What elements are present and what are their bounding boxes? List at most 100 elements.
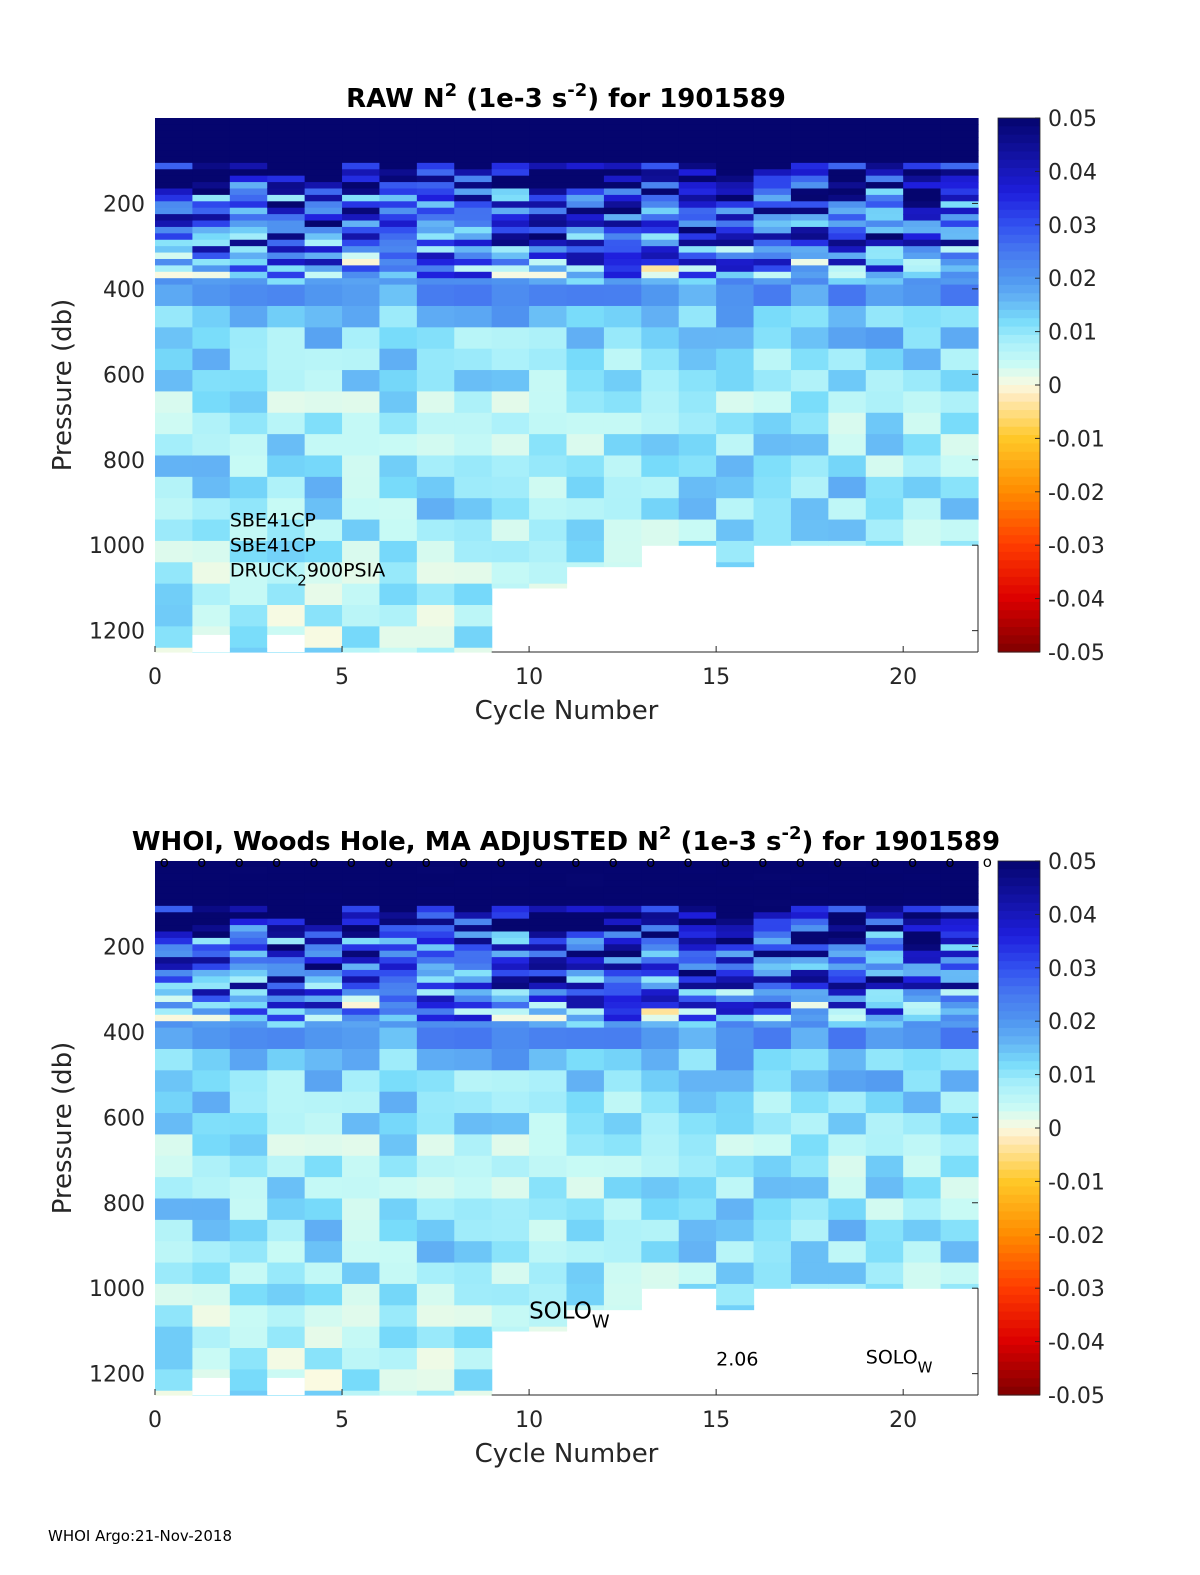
heatmap-cell <box>379 162 418 170</box>
heatmap-cell <box>155 156 194 164</box>
heatmap-cell <box>940 918 979 926</box>
heatmap-cell <box>416 1305 455 1328</box>
colorbar-swatch <box>998 184 1040 194</box>
heatmap-cell <box>566 519 605 542</box>
colorbar-swatch <box>998 1111 1040 1121</box>
heatmap-cell <box>454 1001 493 1009</box>
heatmap-cell <box>379 246 418 254</box>
heatmap-cell <box>603 925 642 933</box>
heatmap-cell <box>192 278 231 286</box>
heatmap-cell <box>603 188 642 196</box>
heatmap-cell <box>267 905 306 913</box>
heatmap-cell <box>454 605 493 627</box>
colorbar-swatch <box>998 293 1040 303</box>
heatmap-cell <box>641 118 680 126</box>
heatmap-cell <box>828 434 867 457</box>
heatmap-cell <box>940 950 979 958</box>
heatmap-cell <box>155 562 194 585</box>
heatmap-cell <box>603 1262 642 1285</box>
heatmap-cell <box>491 899 530 907</box>
heatmap-cell <box>229 1021 268 1029</box>
cycle-marker: o <box>272 853 281 871</box>
heatmap-cell <box>379 220 418 228</box>
heatmap-cell <box>865 1048 904 1071</box>
colorbar-swatch <box>998 376 1040 386</box>
heatmap-cell <box>790 1027 829 1050</box>
heatmap-cell <box>379 207 418 215</box>
heatmap-cell <box>529 1091 568 1114</box>
y-tick-label: 800 <box>103 449 145 474</box>
heatmap-cell <box>192 175 231 183</box>
heatmap-cell <box>267 182 306 190</box>
heatmap-cell <box>566 252 605 260</box>
heatmap-cell <box>342 1134 381 1157</box>
heatmap-cell <box>229 207 268 215</box>
heatmap-cell <box>940 969 979 977</box>
heatmap-cell <box>566 989 605 997</box>
heatmap-cell <box>379 1014 418 1022</box>
heatmap-cell <box>716 207 755 215</box>
heatmap-cell <box>566 976 605 984</box>
heatmap-cell <box>940 201 979 209</box>
heatmap-cell <box>491 540 530 563</box>
colorbar: 0.050.040.030.020.010-0.01-0.02-0.03-0.0… <box>997 107 1105 666</box>
heatmap-cell <box>192 305 231 328</box>
heatmap-cell <box>342 861 381 869</box>
colorbar-swatch <box>998 1061 1040 1071</box>
heatmap-cell <box>416 348 455 371</box>
heatmap-cell <box>566 455 605 478</box>
heatmap-cell <box>828 540 867 546</box>
heatmap-cell <box>865 918 904 926</box>
heatmap-cell <box>753 925 792 933</box>
heatmap-cell <box>678 370 717 393</box>
heatmap-cell <box>828 271 867 279</box>
heatmap-cell <box>940 137 979 145</box>
heatmap-cell <box>491 583 530 589</box>
colorbar-swatch <box>998 585 1040 595</box>
heatmap-cell <box>491 867 530 875</box>
heatmap-cell <box>304 233 343 241</box>
heatmap-cell <box>603 963 642 971</box>
heatmap-cell <box>716 562 755 568</box>
heatmap-cell <box>304 1091 343 1114</box>
heatmap-cell <box>454 918 493 926</box>
heatmap-cell <box>903 130 942 138</box>
heatmap-cell <box>192 1305 231 1328</box>
heatmap-cell <box>416 957 455 965</box>
heatmap-cell <box>229 1390 268 1396</box>
heatmap-cell <box>790 1113 829 1136</box>
heatmap-cell <box>641 957 680 965</box>
heatmap-cell <box>155 873 194 881</box>
heatmap-cell <box>342 246 381 254</box>
heatmap-cell <box>678 1014 717 1022</box>
heatmap-cell <box>192 271 231 279</box>
heatmap-cell <box>304 188 343 196</box>
heatmap-cell <box>229 1326 268 1349</box>
heatmap-cell <box>304 348 343 371</box>
heatmap-cell <box>267 207 306 215</box>
heatmap-cell <box>790 412 829 435</box>
heatmap-cell <box>454 391 493 414</box>
heatmap-cell <box>416 1155 455 1178</box>
heatmap-cell <box>716 937 755 945</box>
heatmap-cell <box>454 278 493 286</box>
heatmap-cell <box>940 886 979 894</box>
heatmap-cell <box>416 265 455 273</box>
heatmap-cell <box>716 476 755 499</box>
heatmap-cell <box>416 1008 455 1016</box>
heatmap-cell <box>828 1021 867 1029</box>
heatmap-cell <box>940 252 979 260</box>
heatmap-cell <box>603 130 642 138</box>
heatmap-cell <box>603 861 642 869</box>
heatmap-cell <box>641 143 680 151</box>
heatmap-cell <box>454 370 493 393</box>
colorbar-tick-label: 0 <box>1048 374 1062 399</box>
heatmap-cell <box>828 252 867 260</box>
y-axis-label: Pressure (db) <box>48 299 78 472</box>
heatmap-cell <box>192 1021 231 1029</box>
heatmap-cell <box>940 1070 979 1093</box>
heatmap-cell <box>940 1155 979 1178</box>
heatmap-cell <box>903 1048 942 1071</box>
annotation-text: 2.06 <box>716 1349 758 1371</box>
